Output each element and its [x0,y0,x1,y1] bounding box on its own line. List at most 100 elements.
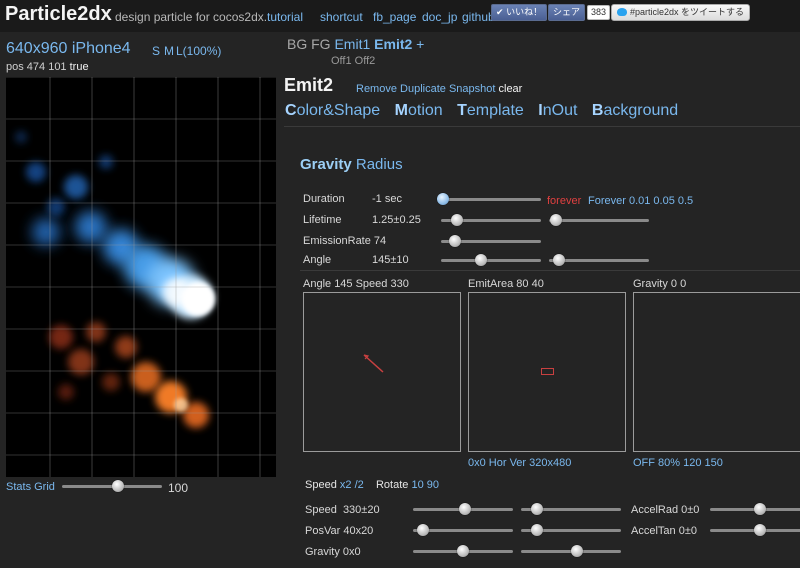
acceltan-slider[interactable] [710,524,800,536]
share-button[interactable]: シェア [548,4,586,21]
gravity-x-slider[interactable] [413,545,513,557]
app-title: Particle2dx [5,3,112,25]
tab-motion[interactable]: Motion [395,102,443,119]
tab-initial: C [285,102,297,119]
posvar-value: 40x20 [343,525,374,537]
tab-bar: Color&Shape Motion Template InOut Backgr… [285,102,688,120]
tab-inout[interactable]: InOut [538,102,577,119]
size-small[interactable]: S [152,44,161,58]
lifetime-var-slider[interactable] [549,214,649,226]
grid-slider[interactable] [62,480,162,492]
acceltan-value: 0±0 [678,525,697,537]
tab-rest: nOut [542,102,578,119]
tab-template[interactable]: Template [457,102,524,119]
tab-color-shape[interactable]: Color&Shape [285,102,380,119]
emit-area-panel-title: EmitArea 80 40 [468,278,544,290]
duration-slider[interactable] [437,193,541,205]
duplicate-button[interactable]: Duplicate [400,83,446,95]
accelrad-slider[interactable] [710,503,800,515]
snapshot-button[interactable]: Snapshot [448,83,496,95]
posvar-param: PosVar 40x20 [305,525,373,537]
angle-speed-pad[interactable] [303,292,461,452]
off2-button[interactable]: Off2 [354,55,376,67]
posvar-x-slider[interactable] [413,524,513,536]
speed-x2-button[interactable]: x2 [339,479,352,491]
tab-rest: ackground [603,102,679,119]
posvar-y-slider[interactable] [521,524,621,536]
bg-button[interactable]: BG [287,36,308,52]
angle-var-slider[interactable] [549,254,649,266]
tab-rest: otion [407,102,443,119]
doc-jp-link[interactable]: doc_jp [422,10,458,24]
particle-preview [6,77,276,477]
acceltan-param: AccelTan 0±0 [631,525,697,537]
speed-label: Speed [305,504,337,516]
duration-value: -1 sec [372,193,402,205]
shortcut-link[interactable]: shortcut [320,10,363,24]
emitter-title: Emit2 [284,75,334,95]
tutorial-link[interactable]: tutorial [267,10,304,24]
remove-button[interactable]: Remove [356,83,397,95]
duration-presets[interactable]: Forever 0.01 0.05 0.5 [588,195,694,207]
off1-button[interactable]: Off1 [331,55,352,67]
rotate-values[interactable]: 10 90 [411,479,439,491]
pos-flag: true [69,61,89,73]
tab-background[interactable]: Background [592,102,678,119]
rotate-label: Rotate [375,479,409,491]
fb-page-link[interactable]: fb_page [373,10,417,24]
gravity-pad[interactable] [633,292,800,452]
github-link[interactable]: github [462,10,495,24]
duration-label: Duration [303,193,345,205]
fg-button[interactable]: FG [311,36,331,52]
thumb-icon: ✔ [496,7,504,17]
pos-text: pos 474 101 [6,61,67,73]
angle-slider[interactable] [441,254,541,266]
gravity-panel-title: Gravity 0 0 [633,278,687,290]
canvas-grid [6,77,276,477]
size-large[interactable]: L(100%) [176,44,222,58]
speed-half-button[interactable]: /2 [354,479,364,491]
gravity-label: Gravity [305,546,340,558]
duration-forever[interactable]: forever [547,195,582,207]
mode-gravity[interactable]: Gravity [300,156,352,173]
speed-value: 330±20 [342,504,380,516]
clear-button[interactable]: clear [498,83,523,95]
lifetime-label: Lifetime [303,214,342,226]
emission-rate-label: EmissionRate 74 [303,235,386,247]
accelrad-value: 0±0 [681,504,700,516]
particle-canvas[interactable] [6,77,276,477]
stats-grid-label[interactable]: Stats Grid [6,481,55,493]
speed-row-label: Speed [305,479,337,491]
gravity-param: Gravity 0x0 [305,546,361,558]
tweet-label: #particle2dx をツイートする [630,7,745,17]
add-emitter-button[interactable]: + [416,36,425,52]
tweet-button[interactable]: #particle2dx をツイートする [611,4,751,21]
tab-initial: B [591,102,604,119]
off-row: Off1 Off2 [331,55,375,67]
mode-selector: Gravity Radius [300,156,403,173]
emit-area-rect [541,368,554,375]
emit-area-pad[interactable] [468,292,626,452]
lifetime-slider[interactable] [441,214,541,226]
angle-arrow-icon [363,354,384,373]
gravity-presets[interactable]: OFF 80% 120 150 [633,457,723,469]
speed-var-slider[interactable] [521,503,621,515]
emission-rate-text: EmissionRate [303,235,371,247]
twitter-bird-icon [617,8,627,16]
tab-initial: I [538,102,543,119]
speed-param: Speed 330±20 [305,504,380,516]
pos-readout: pos 474 101 true [6,61,89,73]
speed-slider[interactable] [413,503,513,515]
gravity-y-slider[interactable] [521,545,621,557]
gravity-value: 0x0 [342,546,361,558]
mode-radius[interactable]: Radius [355,156,403,173]
device-label[interactable]: 640x960 iPhone4 [6,40,131,57]
tab-initial: T [457,102,467,119]
size-medium[interactable]: M [164,44,174,58]
emit2-button[interactable]: Emit2 [374,36,413,52]
like-button[interactable]: ✔ いいね！ [491,4,548,21]
emission-rate-slider[interactable] [441,235,541,247]
emit1-button[interactable]: Emit1 [334,36,371,52]
emit-area-presets[interactable]: 0x0 Hor Ver 320x480 [468,457,572,469]
speed-rotate-row: Speed x2 /2 Rotate 10 90 [305,479,439,491]
